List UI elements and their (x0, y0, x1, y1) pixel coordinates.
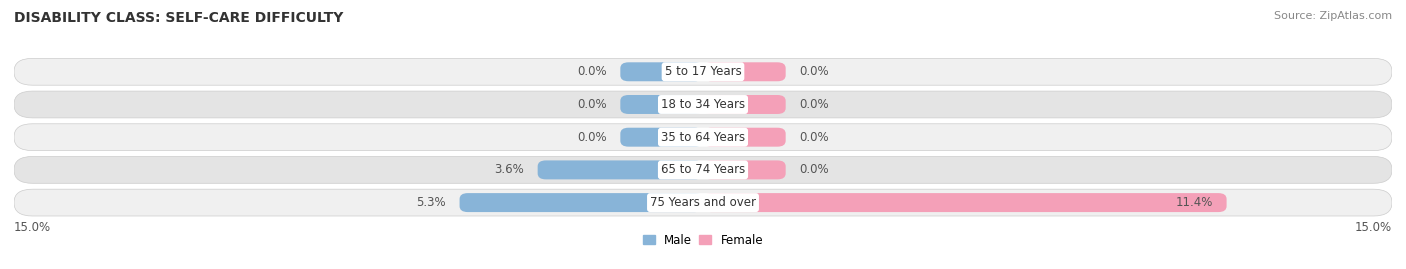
FancyBboxPatch shape (703, 62, 786, 81)
FancyBboxPatch shape (620, 128, 703, 147)
Text: 15.0%: 15.0% (1355, 221, 1392, 233)
FancyBboxPatch shape (14, 189, 1392, 216)
Text: 18 to 34 Years: 18 to 34 Years (661, 98, 745, 111)
FancyBboxPatch shape (537, 160, 703, 179)
Text: DISABILITY CLASS: SELF-CARE DIFFICULTY: DISABILITY CLASS: SELF-CARE DIFFICULTY (14, 11, 343, 25)
FancyBboxPatch shape (620, 62, 703, 81)
Text: 0.0%: 0.0% (576, 131, 606, 144)
Text: 0.0%: 0.0% (576, 65, 606, 78)
FancyBboxPatch shape (703, 193, 1226, 212)
FancyBboxPatch shape (460, 193, 703, 212)
Text: 11.4%: 11.4% (1175, 196, 1213, 209)
FancyBboxPatch shape (14, 157, 1392, 183)
Text: 35 to 64 Years: 35 to 64 Years (661, 131, 745, 144)
Text: 0.0%: 0.0% (576, 98, 606, 111)
Text: 5 to 17 Years: 5 to 17 Years (665, 65, 741, 78)
FancyBboxPatch shape (14, 124, 1392, 151)
FancyBboxPatch shape (620, 95, 703, 114)
Text: 3.6%: 3.6% (494, 163, 524, 176)
FancyBboxPatch shape (703, 128, 786, 147)
Text: 15.0%: 15.0% (14, 221, 51, 233)
Text: Source: ZipAtlas.com: Source: ZipAtlas.com (1274, 11, 1392, 21)
Text: 0.0%: 0.0% (800, 98, 830, 111)
FancyBboxPatch shape (14, 58, 1392, 85)
FancyBboxPatch shape (14, 91, 1392, 118)
FancyBboxPatch shape (703, 160, 786, 179)
Text: 0.0%: 0.0% (800, 131, 830, 144)
Text: 75 Years and over: 75 Years and over (650, 196, 756, 209)
Text: 0.0%: 0.0% (800, 163, 830, 176)
FancyBboxPatch shape (703, 95, 786, 114)
Text: 0.0%: 0.0% (800, 65, 830, 78)
Text: 65 to 74 Years: 65 to 74 Years (661, 163, 745, 176)
Legend: Male, Female: Male, Female (638, 229, 768, 251)
Text: 5.3%: 5.3% (416, 196, 446, 209)
